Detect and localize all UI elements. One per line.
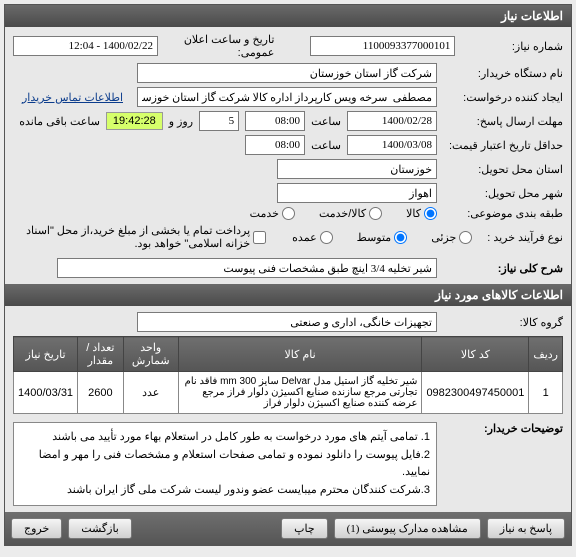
delivery-prov-input[interactable] [277, 159, 437, 179]
process-label: نوع فرآیند خرید : [478, 231, 563, 244]
countdown-timer: 19:42:28 [106, 112, 163, 130]
budget-radio-khedmat[interactable] [282, 207, 295, 220]
budget-radio-group: کالا کالا/خدمت خدمت [250, 207, 437, 220]
panel-title: اطلاعات نیاز [5, 5, 571, 27]
creator-input[interactable] [137, 87, 437, 107]
print-button[interactable]: چاپ [281, 518, 328, 539]
back-button[interactable]: بازگشت [68, 518, 132, 539]
cell-code: 0982300497450001 [422, 372, 529, 414]
group-input[interactable] [137, 312, 437, 332]
deadline-time-input[interactable] [245, 111, 305, 131]
group-label: گروه کالا: [443, 316, 563, 329]
th-date: تاریخ نیاز [14, 337, 78, 372]
notes-label: توضیحات خریدار: [443, 422, 563, 435]
announce-input[interactable] [13, 36, 158, 56]
attachments-button[interactable]: مشاهده مدارک پیوستی (1) [334, 518, 481, 539]
buyer-notes: 1. تمامی آیتم های مورد درخواست به طور کا… [13, 422, 437, 506]
table-row[interactable]: 1 0982300497450001 شیر تخلیه گاز استیل م… [14, 372, 563, 414]
process-radio-minor[interactable] [459, 231, 472, 244]
process-radio-major[interactable] [320, 231, 333, 244]
delivery-prov-label: استان محل تحویل: [443, 163, 563, 176]
timer-label: ساعت باقی مانده [19, 115, 100, 128]
th-unit: واحد شمارش [123, 337, 178, 372]
days-label: روز و [169, 115, 193, 128]
budget-radio-kala-khedmat[interactable] [369, 207, 382, 220]
cell-qty: 2600 [78, 372, 124, 414]
process-radio-medium[interactable] [394, 231, 407, 244]
footer-bar: پاسخ به نیاز مشاهده مدارک پیوستی (1) چاپ… [5, 512, 571, 545]
th-idx: ردیف [529, 337, 563, 372]
days-input[interactable] [199, 111, 239, 131]
announce-label: تاریخ و ساعت اعلان عمومی: [164, 33, 274, 59]
buyer-org-label: نام دستگاه خریدار: [443, 67, 563, 80]
cell-unit: عدد [123, 372, 178, 414]
th-code: کد کالا [422, 337, 529, 372]
goods-section-title: اطلاعات کالاهای مورد نیاز [5, 284, 571, 306]
time-label-1: ساعت [311, 115, 341, 128]
validity-label: حداقل تاریخ اعتبار قیمت: [443, 139, 563, 152]
validity-time-input[interactable] [245, 135, 305, 155]
process-radio-group: جزئی متوسط عمده [292, 231, 472, 244]
budget-radio-kala[interactable] [424, 207, 437, 220]
general-label: شرح کلی نیاز: [443, 262, 563, 275]
deadline-date-input[interactable] [347, 111, 437, 131]
general-desc-input[interactable] [57, 258, 437, 278]
cell-name: شیر تخلیه گاز استیل مدل Delvar سایز 300 … [178, 372, 422, 414]
delivery-city-label: شهر محل تحویل: [443, 187, 563, 200]
partial-pay-checkbox[interactable] [253, 231, 266, 244]
budget-label: طبقه بندی موضوعی: [443, 207, 563, 220]
delivery-city-input[interactable] [277, 183, 437, 203]
time-label-2: ساعت [311, 139, 341, 152]
need-no-label: شماره نیاز: [461, 40, 563, 53]
need-info-panel: اطلاعات نیاز شماره نیاز: تاریخ و ساعت اع… [4, 4, 572, 546]
buyer-org-input[interactable] [137, 63, 437, 83]
exit-button[interactable]: خروج [11, 518, 62, 539]
need-no-input[interactable] [310, 36, 455, 56]
goods-table: ردیف کد کالا نام کالا واحد شمارش تعداد /… [13, 336, 563, 414]
cell-date: 1400/03/31 [14, 372, 78, 414]
cell-idx: 1 [529, 372, 563, 414]
validity-date-input[interactable] [347, 135, 437, 155]
th-qty: تعداد / مقدار [78, 337, 124, 372]
creator-label: ایجاد کننده درخواست: [443, 91, 563, 104]
th-name: نام کالا [178, 337, 422, 372]
contact-link[interactable]: اطلاعات تماس خریدار [22, 91, 123, 104]
reply-button[interactable]: پاسخ به نیاز [487, 518, 565, 539]
deadline-label: مهلت ارسال پاسخ: [443, 115, 563, 128]
